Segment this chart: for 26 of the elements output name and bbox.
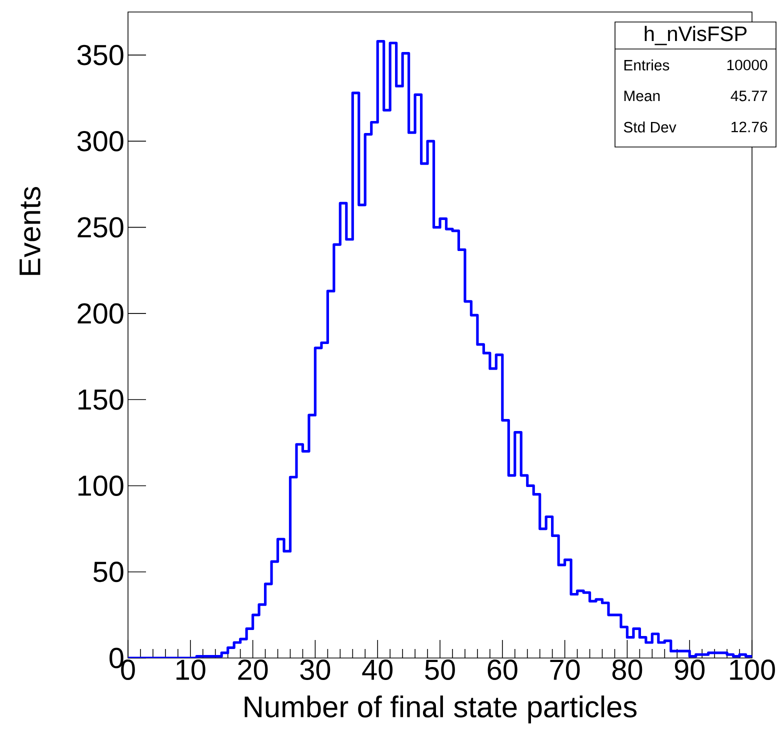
y-tick-label: 200 (78, 303, 124, 324)
annotation: Std Dev (624, 122, 676, 132)
annotation: 45.77 (730, 90, 768, 102)
annotation: Entries (624, 60, 670, 70)
y-tick-label: 100 (78, 476, 124, 496)
x-tick-label: 90 (674, 660, 705, 680)
annotation: Mean (624, 90, 660, 102)
x-tick-label: 100 (730, 660, 775, 680)
y-tick-label: 250 (78, 217, 124, 238)
x-tick-label: 80 (612, 660, 642, 680)
annotation: 12.76 (732, 122, 768, 132)
y-axis-title: Events (20, 187, 40, 275)
x-tick-label: 50 (425, 660, 455, 680)
x-tick-label: 60 (488, 660, 518, 680)
x-tick-label: 30 (300, 660, 330, 680)
x-tick-label: 10 (176, 660, 206, 680)
y-tick-label: 300 (77, 130, 124, 152)
y-tick-label: 350 (77, 44, 124, 66)
x-tick-label: 20 (238, 660, 268, 680)
annotation: 10000 (727, 60, 768, 70)
y-tick-label: 150 (78, 389, 124, 410)
x-axis-title: Number of final state particles (244, 696, 637, 724)
annotation: h_nVisFSP (644, 26, 747, 46)
y-tick-label: 50 (94, 562, 124, 582)
x-tick-label: 70 (550, 660, 580, 680)
x-tick-label: 40 (362, 660, 393, 680)
